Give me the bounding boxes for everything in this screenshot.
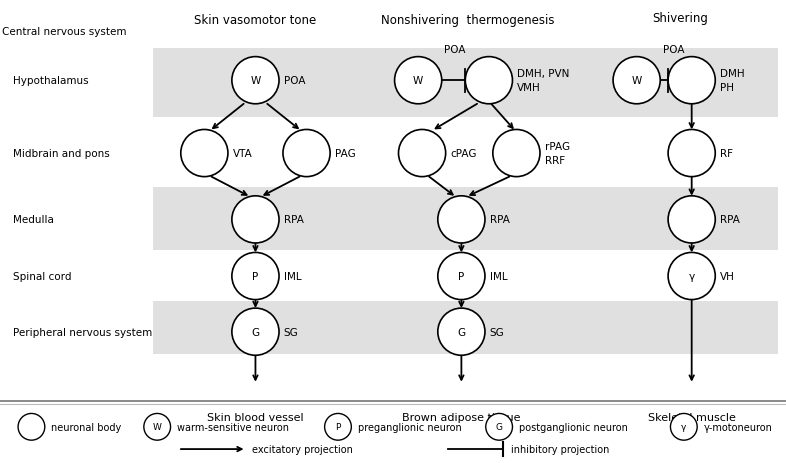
Text: RPA: RPA (284, 215, 303, 225)
Text: IML: IML (284, 271, 301, 282)
Text: PAG: PAG (335, 149, 355, 159)
Text: Peripheral nervous system: Peripheral nervous system (13, 327, 152, 337)
Text: Shivering: Shivering (652, 12, 708, 25)
Text: P: P (336, 422, 340, 432)
Text: W: W (152, 422, 162, 432)
Text: Midbrain and pons: Midbrain and pons (13, 149, 110, 159)
Bar (153, 301, 778, 354)
Text: PH: PH (720, 83, 734, 93)
Bar (153, 118, 778, 188)
Ellipse shape (232, 308, 279, 356)
Ellipse shape (668, 196, 715, 244)
Ellipse shape (399, 130, 446, 177)
Text: DMH: DMH (720, 69, 744, 79)
Text: VMH: VMH (517, 83, 541, 93)
Text: SG: SG (284, 327, 299, 337)
Text: VTA: VTA (233, 149, 252, 159)
Text: Medulla: Medulla (13, 215, 54, 225)
Ellipse shape (144, 413, 171, 440)
Text: rPAG: rPAG (545, 142, 570, 152)
Text: Hypothalamus: Hypothalamus (13, 76, 89, 86)
Text: Central nervous system: Central nervous system (2, 27, 126, 38)
Text: SG: SG (490, 327, 505, 337)
Text: warm-sensitive neuron: warm-sensitive neuron (177, 422, 288, 432)
Ellipse shape (613, 57, 660, 105)
Ellipse shape (465, 57, 512, 105)
Text: RPA: RPA (490, 215, 509, 225)
Text: inhibitory projection: inhibitory projection (511, 444, 609, 454)
Ellipse shape (283, 130, 330, 177)
Text: Skeletal muscle: Skeletal muscle (648, 412, 736, 422)
Text: Spinal cord: Spinal cord (13, 271, 72, 282)
Bar (153, 250, 778, 301)
Ellipse shape (486, 413, 512, 440)
Text: P: P (458, 271, 465, 282)
Text: postganglionic neuron: postganglionic neuron (519, 422, 628, 432)
Text: POA: POA (663, 45, 684, 55)
Text: excitatory projection: excitatory projection (252, 444, 352, 454)
Text: preganglionic neuron: preganglionic neuron (358, 422, 461, 432)
Bar (153, 188, 778, 250)
Text: Brown adipose tissue: Brown adipose tissue (402, 412, 520, 422)
Text: RRF: RRF (545, 156, 565, 166)
Text: POA: POA (444, 45, 465, 55)
Text: W: W (250, 76, 261, 86)
Text: POA: POA (284, 76, 305, 86)
Text: γ-motoneuron: γ-motoneuron (703, 422, 773, 432)
Bar (153, 354, 778, 400)
Text: Nonshivering  thermogenesis: Nonshivering thermogenesis (381, 14, 554, 27)
Ellipse shape (668, 57, 715, 105)
Ellipse shape (438, 196, 485, 244)
Ellipse shape (670, 413, 697, 440)
Ellipse shape (668, 130, 715, 177)
Ellipse shape (232, 196, 279, 244)
Ellipse shape (232, 57, 279, 105)
Text: γ: γ (689, 271, 695, 282)
Text: P: P (252, 271, 259, 282)
Ellipse shape (232, 253, 279, 300)
Ellipse shape (18, 413, 45, 440)
Text: Skin blood vessel: Skin blood vessel (208, 412, 303, 422)
Text: G: G (496, 422, 502, 432)
Ellipse shape (395, 57, 442, 105)
Bar (153, 49, 778, 118)
Ellipse shape (181, 130, 228, 177)
Text: RF: RF (720, 149, 733, 159)
Text: cPAG: cPAG (450, 149, 477, 159)
Text: W: W (631, 76, 642, 86)
Text: VH: VH (720, 271, 735, 282)
Ellipse shape (438, 253, 485, 300)
Text: RPA: RPA (720, 215, 740, 225)
Ellipse shape (438, 308, 485, 356)
Text: G: G (252, 327, 259, 337)
Text: G: G (457, 327, 465, 337)
Text: IML: IML (490, 271, 507, 282)
Ellipse shape (668, 253, 715, 300)
Text: W: W (413, 76, 424, 86)
Text: DMH, PVN: DMH, PVN (517, 69, 570, 79)
Text: neuronal body: neuronal body (51, 422, 121, 432)
Text: Skin vasomotor tone: Skin vasomotor tone (194, 14, 317, 27)
Ellipse shape (325, 413, 351, 440)
Text: γ: γ (681, 422, 686, 432)
Ellipse shape (493, 130, 540, 177)
